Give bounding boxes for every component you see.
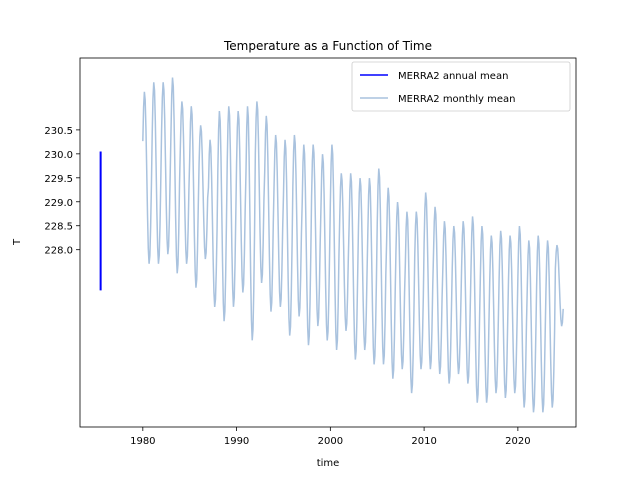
legend-label-monthly-mean: MERRA2 monthly mean — [398, 94, 516, 105]
y-tick-label: 228.5 — [44, 222, 73, 233]
y-tick-label: 229.0 — [44, 198, 73, 209]
x-axis-ticks: 1980 1990 2000 2010 2020 — [130, 427, 531, 447]
legend-label-annual-mean: MERRA2 annual mean — [398, 71, 508, 82]
series-line-monthly-mean — [142, 77, 564, 413]
legend: MERRA2 annual mean MERRA2 monthly mean — [351, 61, 571, 112]
chart-title: Temperature as a Function of Time — [223, 39, 432, 53]
x-tick-label: 2020 — [505, 436, 530, 447]
y-tick-label: 229.5 — [44, 174, 73, 185]
y-tick-label: 228.0 — [44, 246, 73, 257]
legend-box — [351, 61, 571, 112]
x-tick-label: 1980 — [130, 436, 155, 447]
y-tick-label: 230.5 — [44, 126, 73, 137]
y-axis-label: T — [12, 238, 23, 246]
plot-lines — [99, 77, 564, 413]
x-tick-label: 2010 — [411, 436, 436, 447]
y-axis-ticks: 228.0 228.5 229.0 229.5 230.0 230.5 — [44, 126, 80, 257]
x-tick-label: 2000 — [318, 436, 343, 447]
y-tick-label: 230.0 — [44, 150, 73, 161]
plot-area-frame — [79, 57, 577, 428]
x-axis-label: time — [317, 458, 340, 469]
x-tick-label: 1990 — [224, 436, 249, 447]
